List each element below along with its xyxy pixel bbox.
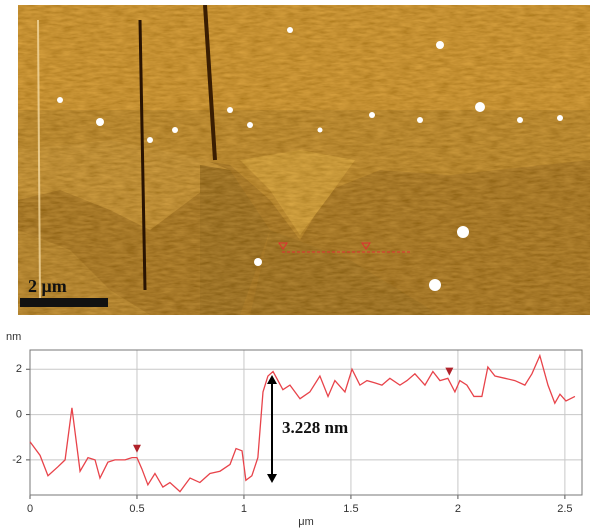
arrow-head: [267, 474, 277, 483]
profile-marker: [445, 367, 454, 376]
y-tick-label: 2: [16, 363, 22, 375]
y-tick-label: 0: [16, 408, 22, 420]
x-axis-label: μm: [298, 516, 314, 528]
y-axis-label: nm: [6, 331, 21, 343]
x-tick-label: 1: [241, 503, 247, 515]
annotation: 3.228 nm: [282, 418, 348, 437]
plot-frame: [29, 349, 583, 496]
afm-image: 2 μm: [18, 5, 590, 315]
x-tick-label: 1.5: [343, 503, 358, 515]
arrow-head: [267, 375, 277, 384]
x-tick-label: 2.5: [557, 503, 572, 515]
profile-line: [29, 353, 576, 493]
x-tick-label: 0.5: [129, 503, 144, 515]
x-tick-label: 2: [455, 503, 461, 515]
x-tick-label: 0: [27, 503, 33, 515]
y-tick-label: -2: [12, 454, 22, 466]
plot: -2 0 2 0 0.5 1 1.5 2 2.5: [12, 349, 583, 515]
profile-marker: [132, 444, 141, 453]
scale-bar-label: 2 μm: [28, 276, 67, 296]
